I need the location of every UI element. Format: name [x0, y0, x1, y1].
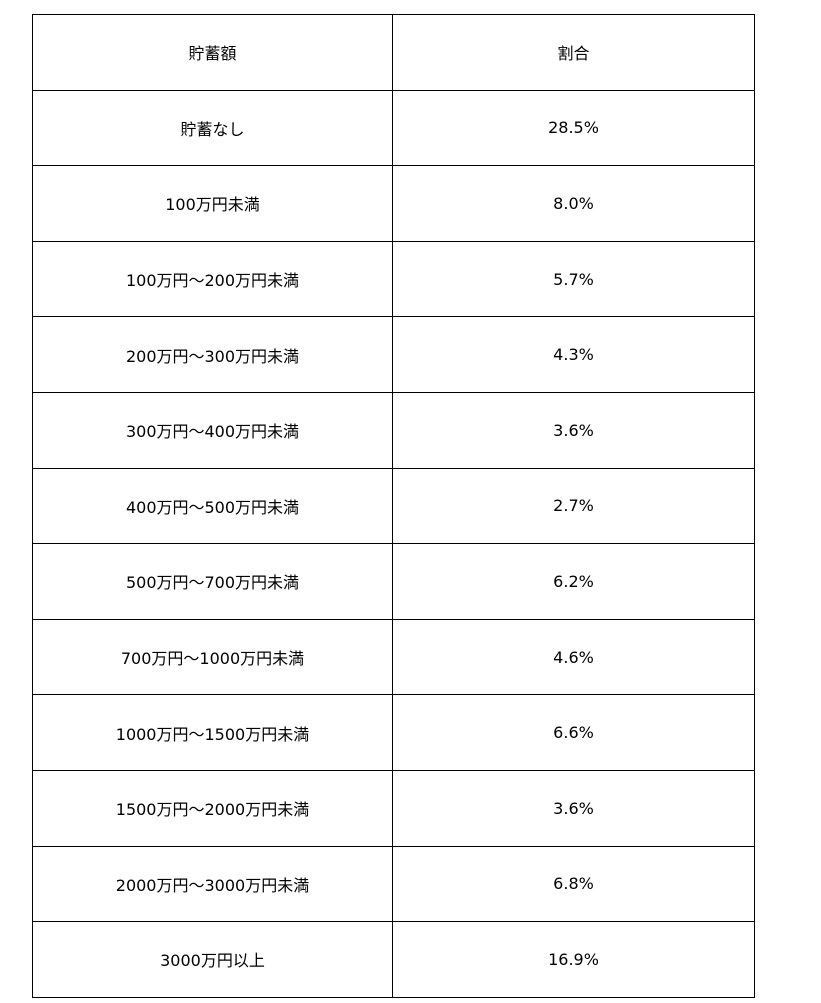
savings-amount-cell: 3000万円以上 — [32, 921, 393, 998]
table-row: 400万円～500万円未満 2.7% — [32, 467, 755, 545]
savings-amount-cell: 1500万円～2000万円未満 — [32, 769, 393, 847]
ratio-cell: 16.9% — [392, 921, 755, 998]
table-row: 200万円～300万円未満 4.3% — [32, 316, 755, 393]
savings-amount-cell: 500万円～700万円未満 — [32, 543, 393, 620]
savings-amount-cell: 100万円～200万円未満 — [32, 240, 393, 318]
savings-amount-cell: 400万円～500万円未満 — [32, 467, 393, 545]
table-row: 100万円未満 8.0% — [32, 165, 755, 242]
ratio-cell: 6.6% — [392, 694, 755, 771]
table-row: 300万円～400万円未満 3.6% — [32, 391, 755, 469]
table-row: 1000万円～1500万円未満 6.6% — [32, 694, 755, 771]
table-row: 貯蓄なし 28.5% — [32, 89, 755, 167]
ratio-cell: 2.7% — [392, 467, 755, 545]
ratio-cell: 3.6% — [392, 769, 755, 847]
ratio-cell: 4.6% — [392, 618, 755, 696]
savings-amount-cell: 300万円～400万円未満 — [32, 391, 393, 469]
ratio-cell: 5.7% — [392, 240, 755, 318]
ratio-cell: 8.0% — [392, 165, 755, 242]
savings-amount-cell: 2000万円～3000万円未満 — [32, 845, 393, 923]
table-row: 500万円～700万円未満 6.2% — [32, 543, 755, 620]
header-savings-amount: 貯蓄額 — [32, 14, 393, 91]
ratio-cell: 4.3% — [392, 316, 755, 393]
savings-table: 貯蓄額 割合 貯蓄なし 28.5% 100万円未満 8.0% 100万円～200万円未満… — [32, 14, 755, 998]
savings-amount-cell: 200万円～300万円未満 — [32, 316, 393, 393]
table-row: 3000万円以上 16.9% — [32, 921, 755, 998]
savings-amount-cell: 1000万円～1500万円未満 — [32, 694, 393, 771]
table-row: 700万円～1000万円未満 4.6% — [32, 618, 755, 696]
table-row: 100万円～200万円未満 5.7% — [32, 240, 755, 318]
header-ratio: 割合 — [392, 14, 755, 91]
ratio-cell: 6.8% — [392, 845, 755, 923]
ratio-cell: 6.2% — [392, 543, 755, 620]
savings-amount-cell: 貯蓄なし — [32, 89, 393, 167]
ratio-cell: 28.5% — [392, 89, 755, 167]
header-row: 貯蓄額 割合 — [32, 14, 755, 91]
savings-amount-cell: 100万円未満 — [32, 165, 393, 242]
table-row: 2000万円～3000万円未満 6.8% — [32, 845, 755, 923]
table-row: 1500万円～2000万円未満 3.6% — [32, 769, 755, 847]
savings-amount-cell: 700万円～1000万円未満 — [32, 618, 393, 696]
ratio-cell: 3.6% — [392, 391, 755, 469]
